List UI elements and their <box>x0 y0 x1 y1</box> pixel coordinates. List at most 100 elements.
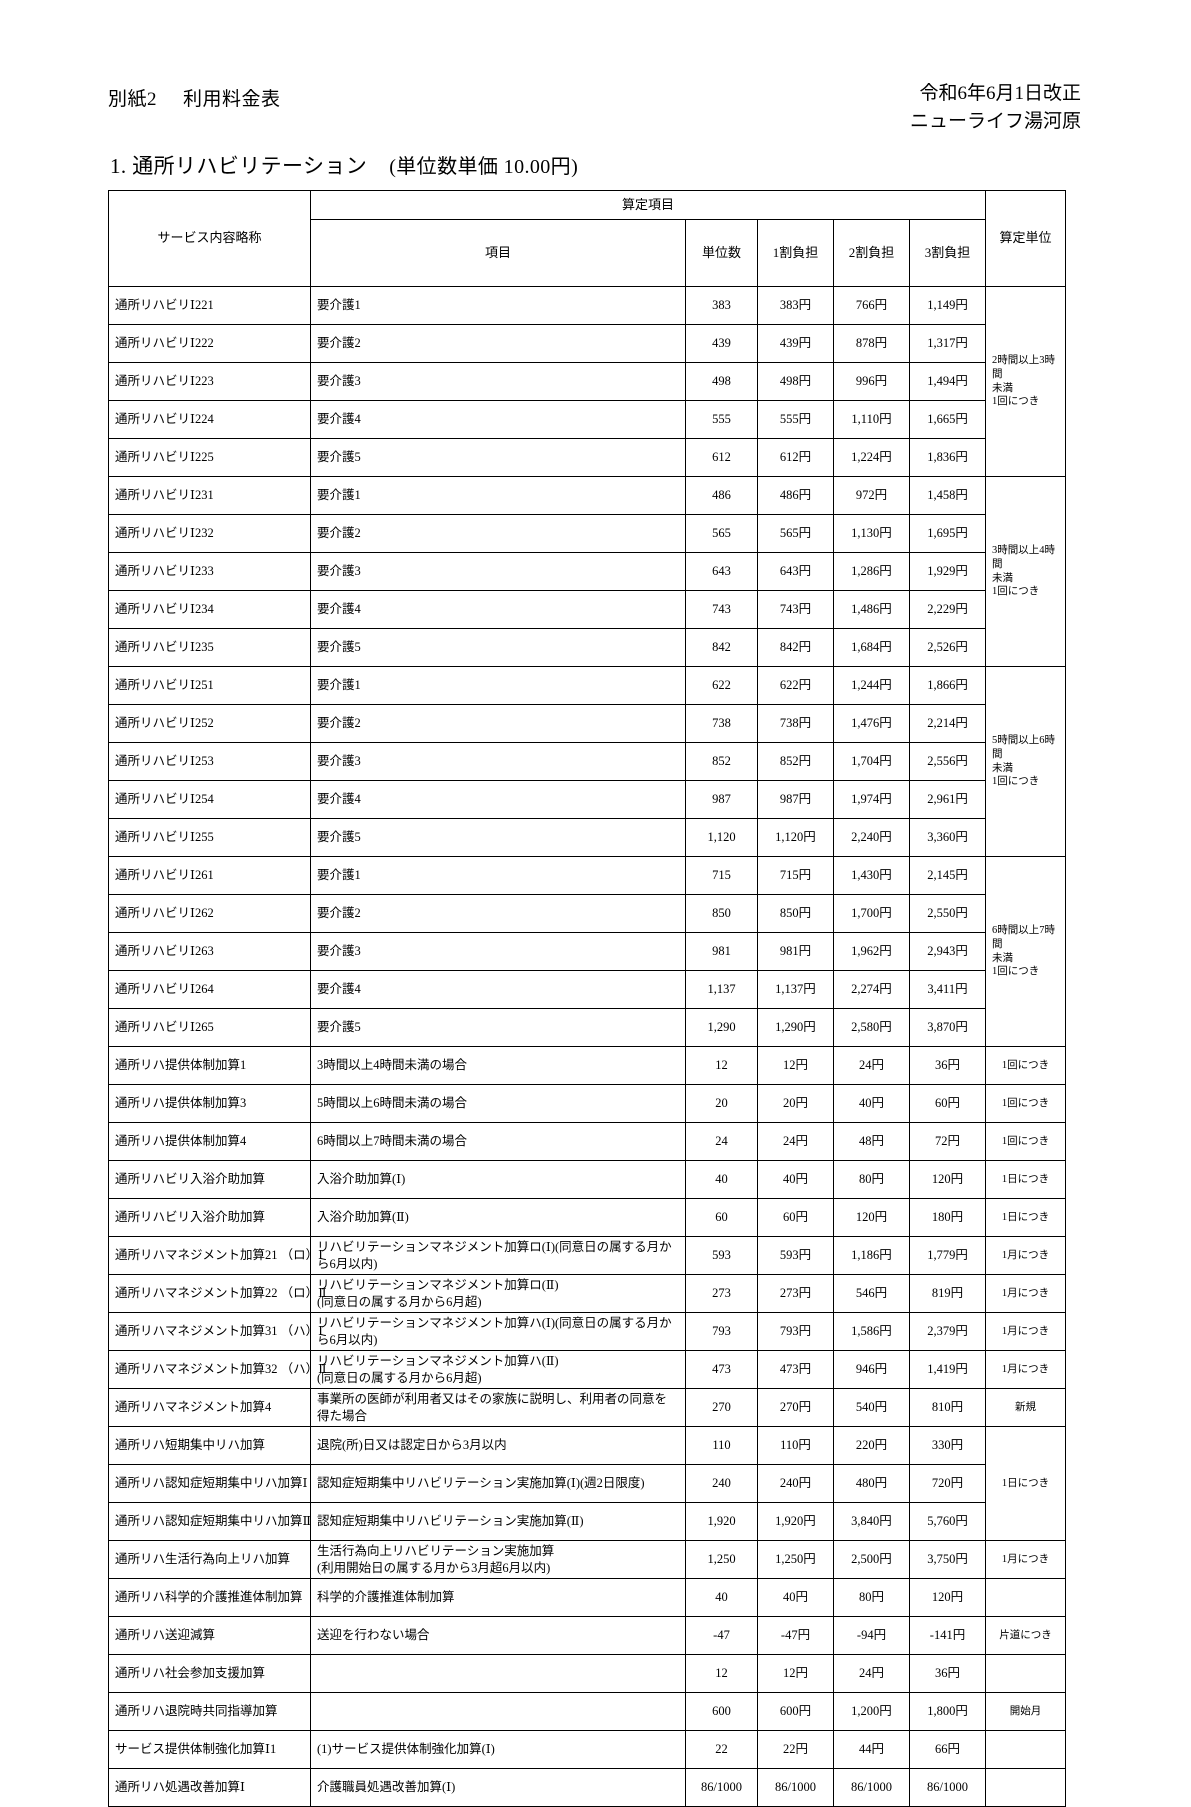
cell-units: 22 <box>685 1730 758 1769</box>
cell-burden1: 852円 <box>757 742 834 781</box>
cell-burden1: 1,120円 <box>757 818 834 857</box>
cell-burden1: 383円 <box>757 286 834 325</box>
cell-burden2: 480円 <box>833 1464 910 1503</box>
cell-item: リハビリテーションマネジメント加算ロ(Ⅱ) (同意日の属する月から6月超) <box>310 1274 686 1313</box>
cell-units: 987 <box>685 780 758 819</box>
cell-units: 1,120 <box>685 818 758 857</box>
table-row: 通所リハ認知症短期集中リハ加算Ⅱ 認知症短期集中リハビリテーション実施加算(Ⅱ) 1… <box>108 1502 1066 1541</box>
cell-burden1: 600円 <box>757 1692 834 1731</box>
cell-burden1: 565円 <box>757 514 834 553</box>
cell-service-name: 通所リハビリⅠ254 <box>108 780 311 819</box>
cell-burden1: 12円 <box>757 1046 834 1085</box>
cell-burden3: 720円 <box>908 1464 987 1503</box>
cell-units: 715 <box>685 856 758 895</box>
cell-calc-unit: 5時間以上6時間 未満 1回につき <box>985 666 1067 857</box>
cell-service-name: 通所リハビリⅠ252 <box>108 704 311 743</box>
cell-burden1: 1,920円 <box>757 1502 834 1541</box>
cell-units: 486 <box>685 476 758 515</box>
cell-burden2: 1,962円 <box>833 932 910 971</box>
unit-price-note: (単位数単価 10.00円) <box>389 156 579 178</box>
cell-item: 生活行為向上リハビリテーション実施加算 (利用開始日の属する月から3月超6月以内) <box>310 1540 686 1579</box>
cell-service-name: 通所リハマネジメント加算21 （ロ）Ⅰ <box>108 1236 323 1275</box>
cell-service-name: 通所リハビリⅠ225 <box>108 438 311 477</box>
cell-burden2: 24円 <box>833 1046 910 1085</box>
cell-burden2: 1,430円 <box>833 856 910 895</box>
cell-burden2: 540円 <box>833 1388 910 1427</box>
cell-calc-unit: 1回につき <box>985 1084 1067 1123</box>
cell-burden3: 3,870円 <box>908 1008 987 1047</box>
revision-date: 令和6年6月1日改正 <box>919 83 1081 104</box>
cell-burden1: 439円 <box>757 324 834 363</box>
cell-item: リハビリテーションマネジメント加算ハ(Ⅱ) (同意日の属する月から6月超) <box>310 1350 686 1389</box>
cell-burden2: 48円 <box>833 1122 910 1161</box>
cell-burden3: 2,379円 <box>908 1312 987 1351</box>
cell-service-name: 通所リハビリⅠ262 <box>108 894 311 933</box>
cell-burden2: 946円 <box>833 1350 910 1389</box>
cell-burden1: 793円 <box>757 1312 834 1351</box>
table-row: 通所リハビリⅠ235 要介護5 842 842円 1,684円 2,526円 <box>108 628 1066 667</box>
cell-burden2: 1,186円 <box>833 1236 910 1275</box>
cell-burden3: 1,317円 <box>908 324 987 363</box>
cell-item: 要介護1 <box>310 666 686 705</box>
cell-burden1: 24円 <box>757 1122 834 1161</box>
cell-burden3: 86/1000 <box>908 1768 987 1807</box>
cell-units: 565 <box>685 514 758 553</box>
cell-service-name: 通所リハ認知症短期集中リハ加算Ⅱ <box>108 1502 311 1541</box>
table-row: 通所リハ生活行為向上リハ加算 生活行為向上リハビリテーション実施加算 (利用開始日の… <box>108 1540 1067 1579</box>
cell-burden3: 60円 <box>908 1084 987 1123</box>
cell-burden3: 1,458円 <box>908 476 987 515</box>
cell-item: 要介護1 <box>310 476 686 515</box>
cell-item: 要介護1 <box>310 286 686 325</box>
cell-units: 743 <box>685 590 758 629</box>
cell-burden2: 996円 <box>833 362 910 401</box>
cell-calc-unit: 1日につき <box>985 1160 1067 1199</box>
cell-units: 439 <box>685 324 758 363</box>
cell-service-name: 通所リハビリⅠ261 <box>108 856 311 895</box>
cell-item: (1)サービス提供体制強化加算(Ⅰ) <box>310 1730 686 1769</box>
cell-burden3: 3,360円 <box>908 818 987 857</box>
table-row: 通所リハビリⅠ265 要介護5 1,290 1,290円 2,580円 3,870円 <box>108 1008 1066 1047</box>
table-row: 通所リハ短期集中リハ加算 退院(所)日又は認定日から3月以内 110 110円 220円… <box>108 1426 1067 1541</box>
table-row: 通所リハビリⅠ231 要介護1 486 486円 972円 1,458円 3時間以上4時間未… <box>108 476 1067 667</box>
cell-burden2: 44円 <box>833 1730 910 1769</box>
table-row: 通所リハビリⅠ222 要介護2 439 439円 878円 1,317円 <box>108 324 1066 363</box>
cell-service-name: 通所リハビリ入浴介助加算 <box>108 1198 311 1237</box>
cell-item: 要介護4 <box>310 590 686 629</box>
table-row: 通所リハビリⅠ263 要介護3 981 981円 1,962円 2,943円 <box>108 932 1066 971</box>
cell-service-name: 通所リハ提供体制加算4 <box>108 1122 311 1161</box>
cell-units: 110 <box>685 1426 758 1465</box>
cell-burden3: 1,419円 <box>908 1350 987 1389</box>
cell-item: 入浴介助加算(Ⅰ) <box>310 1160 686 1199</box>
cell-units: 612 <box>685 438 758 477</box>
cell-burden1: 60円 <box>757 1198 834 1237</box>
table-row: 通所リハ社会参加支援加算 12 12円 24円 36円 <box>108 1654 1067 1693</box>
table-row: 通所リハビリ入浴介助加算 入浴介助加算(Ⅰ) 40 40円 80円 120円 1日につき <box>108 1160 1067 1199</box>
cell-item: 認知症短期集中リハビリテーション実施加算(Ⅰ)(週2日限度) <box>310 1464 686 1503</box>
cell-calc-unit: 1月につき <box>985 1236 1067 1275</box>
cell-burden3: 5,760円 <box>908 1502 987 1541</box>
cell-item: 要介護3 <box>310 742 686 781</box>
cell-service-name: 通所リハマネジメント加算32 （ハ）Ⅱ <box>108 1350 327 1389</box>
cell-burden2: 2,274円 <box>833 970 910 1009</box>
cell-burden1: 850円 <box>757 894 834 933</box>
cell-burden2: 1,586円 <box>833 1312 910 1351</box>
col-calc-unit: 算定単位 <box>985 190 1067 287</box>
cell-calc-unit: 1月につき <box>985 1312 1067 1351</box>
cell-burden1: 715円 <box>757 856 834 895</box>
cell-burden1: 555円 <box>757 400 834 439</box>
cell-burden2: 1,200円 <box>833 1692 910 1731</box>
cell-burden3: 2,229円 <box>908 590 987 629</box>
cell-burden3: 2,550円 <box>908 894 987 933</box>
cell-units: 738 <box>685 704 758 743</box>
cell-burden3: 1,836円 <box>908 438 987 477</box>
cell-burden3: 120円 <box>908 1160 987 1199</box>
cell-calc-unit <box>985 1768 1067 1807</box>
cell-calc-unit: 1月につき <box>985 1350 1067 1389</box>
cell-burden3: 3,411円 <box>908 970 987 1009</box>
cell-burden1: 22円 <box>757 1730 834 1769</box>
col-service-name: サービス内容略称 <box>108 190 311 287</box>
table-row: 通所リハマネジメント加算31 （ハ）Ⅰ リハビリテーションマネジメント加算ハ(Ⅰ)… <box>108 1312 1067 1351</box>
cell-item: 要介護4 <box>310 780 686 819</box>
cell-service-name: 通所リハ短期集中リハ加算 <box>108 1426 311 1465</box>
cell-item: 要介護5 <box>310 1008 686 1047</box>
